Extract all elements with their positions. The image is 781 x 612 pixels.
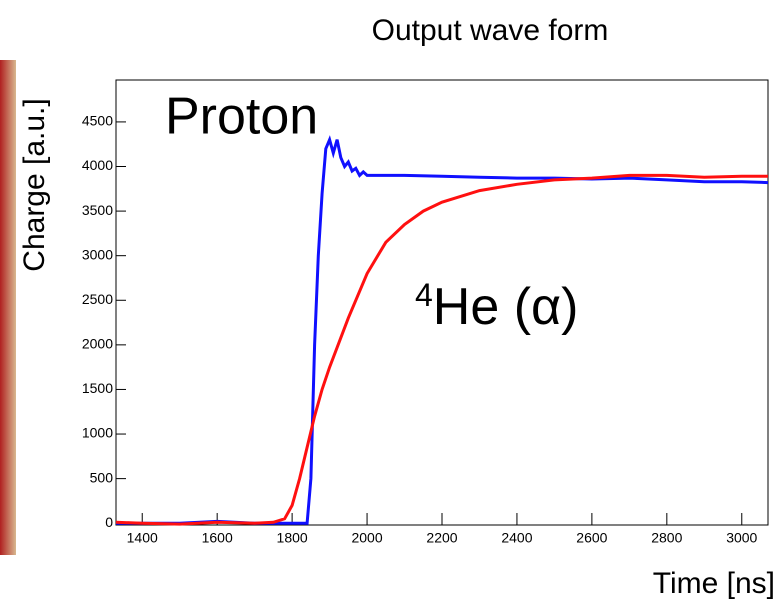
x-tick-label: 2200 [426, 530, 457, 546]
y-tick-label: 2000 [82, 336, 113, 352]
y-tick-label: 4500 [82, 113, 113, 129]
x-tick-label: 1800 [277, 530, 308, 546]
y-tick-label: 1500 [82, 380, 113, 396]
y-tick-label: 500 [90, 469, 114, 485]
annotation: Proton [165, 88, 318, 146]
x-tick-label: 2800 [651, 530, 682, 546]
x-tick-label: 2400 [501, 530, 532, 546]
annotation: 4He (α) [415, 277, 578, 335]
x-tick-label: 1400 [127, 530, 158, 546]
y-tick-label: 0 [105, 514, 113, 530]
x-axis-label: Time [ns] [653, 567, 775, 600]
chart-title: Output wave form [372, 14, 609, 47]
y-tick-label: 3000 [82, 246, 113, 262]
annotation-text: He (α) [433, 278, 579, 336]
y-axis-label: Charge [a.u.] [18, 98, 51, 271]
photo-fragment [0, 60, 16, 555]
series-line [115, 173, 768, 526]
x-tick-label: 1600 [202, 530, 233, 546]
y-tick-label: 3500 [82, 202, 113, 218]
annotation-sup: 4 [415, 277, 433, 313]
x-tick-label: 3000 [726, 530, 757, 546]
y-tick-label: 4000 [82, 157, 113, 173]
x-tick-label: 2600 [576, 530, 607, 546]
y-tick-label: 2500 [82, 291, 113, 307]
y-tick-label: 1000 [82, 425, 113, 441]
x-tick-label: 2000 [351, 530, 382, 546]
